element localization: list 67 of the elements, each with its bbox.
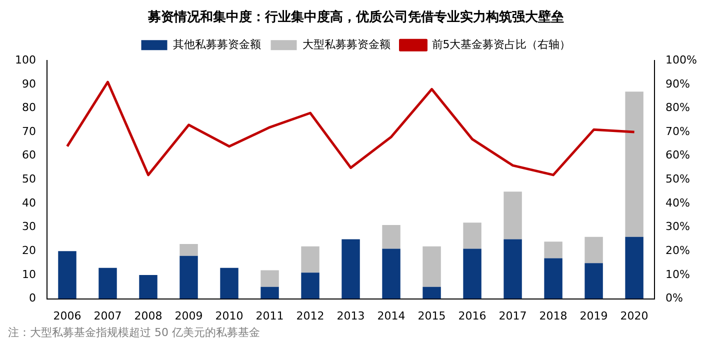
bar: [139, 274, 158, 299]
x-tick-label: 2010: [215, 309, 244, 322]
y2-tick-label: 100%: [666, 53, 698, 66]
y2-tick-label: 0%: [666, 292, 684, 305]
x-tick-label: 2011: [256, 309, 284, 322]
bar: [58, 251, 76, 299]
x-tick-label: 2014: [377, 309, 406, 322]
x-tick-label: 2006: [53, 309, 82, 322]
x-tick-label: 2018: [539, 309, 568, 322]
y-tick-label: 0: [28, 292, 36, 305]
x-tick-label: 2012: [296, 309, 324, 322]
y-tick-label: 20: [22, 244, 36, 258]
bar: [625, 236, 644, 299]
bar: [504, 192, 522, 240]
bar: [463, 248, 482, 299]
bar: [544, 242, 562, 258]
x-tick-label: 2016: [458, 309, 486, 322]
y-tick-label: 30: [22, 220, 36, 234]
legend-label: 前5大基金募资占比（右轴）: [432, 38, 571, 51]
bar: [584, 263, 603, 299]
y-tick-label: 100: [14, 53, 36, 66]
bar: [301, 272, 320, 299]
bar: [625, 92, 644, 237]
bar: [544, 258, 562, 299]
y2-tick-label: 50%: [666, 172, 690, 186]
y-tick-label: 50: [22, 172, 36, 186]
x-tick-label: 2015: [418, 309, 446, 322]
x-tick-label: 2017: [498, 309, 527, 322]
y2-tick-label: 80%: [666, 101, 690, 114]
y-tick-label: 90: [22, 77, 36, 90]
chart-title: 募资情况和集中度：行业集中度高，优质公司凭借专业实力构筑强大壁垒: [147, 9, 564, 26]
y-tick-label: 70: [22, 124, 36, 138]
bar: [180, 256, 198, 299]
bar: [463, 222, 482, 249]
x-tick-label: 2007: [94, 309, 122, 322]
y-tick-label: 40: [22, 196, 36, 210]
bar: [260, 270, 279, 287]
y2-tick-label: 20%: [666, 244, 690, 258]
bar: [260, 286, 279, 299]
x-tick-label: 2013: [336, 309, 365, 322]
text: 注：大型私募基金指规模超过 50 亿美元的私募基金: [8, 326, 261, 340]
y2-tick-label: 60%: [666, 148, 690, 162]
y2-tick-label: 10%: [666, 268, 690, 281]
x-tick-label: 2019: [580, 309, 608, 322]
y2-tick-label: 30%: [666, 220, 690, 234]
bar: [220, 268, 238, 299]
y2-tick-label: 70%: [666, 124, 690, 138]
x-tick-label: 2009: [174, 309, 203, 322]
bar: [98, 268, 117, 299]
bar: [301, 246, 320, 273]
bar: [180, 244, 198, 256]
bar: [504, 239, 522, 299]
y-tick-label: 60: [22, 148, 36, 162]
bar: [342, 239, 360, 299]
bar: [422, 286, 441, 299]
bar: [382, 224, 400, 249]
y2-tick-label: 90%: [666, 77, 690, 90]
bar: [382, 248, 400, 299]
bar: [422, 246, 441, 287]
x-tick-label: 2020: [620, 309, 648, 322]
y-tick-label: 80: [22, 101, 36, 114]
legend-label: 大型私募募资金额: [302, 38, 390, 51]
y2-tick-label: 40%: [666, 196, 690, 210]
y-tick-label: 10: [22, 268, 36, 281]
bar: [584, 236, 603, 264]
x-tick-label: 2008: [134, 309, 162, 322]
legend-label: 其他私募募资金额: [172, 38, 261, 51]
